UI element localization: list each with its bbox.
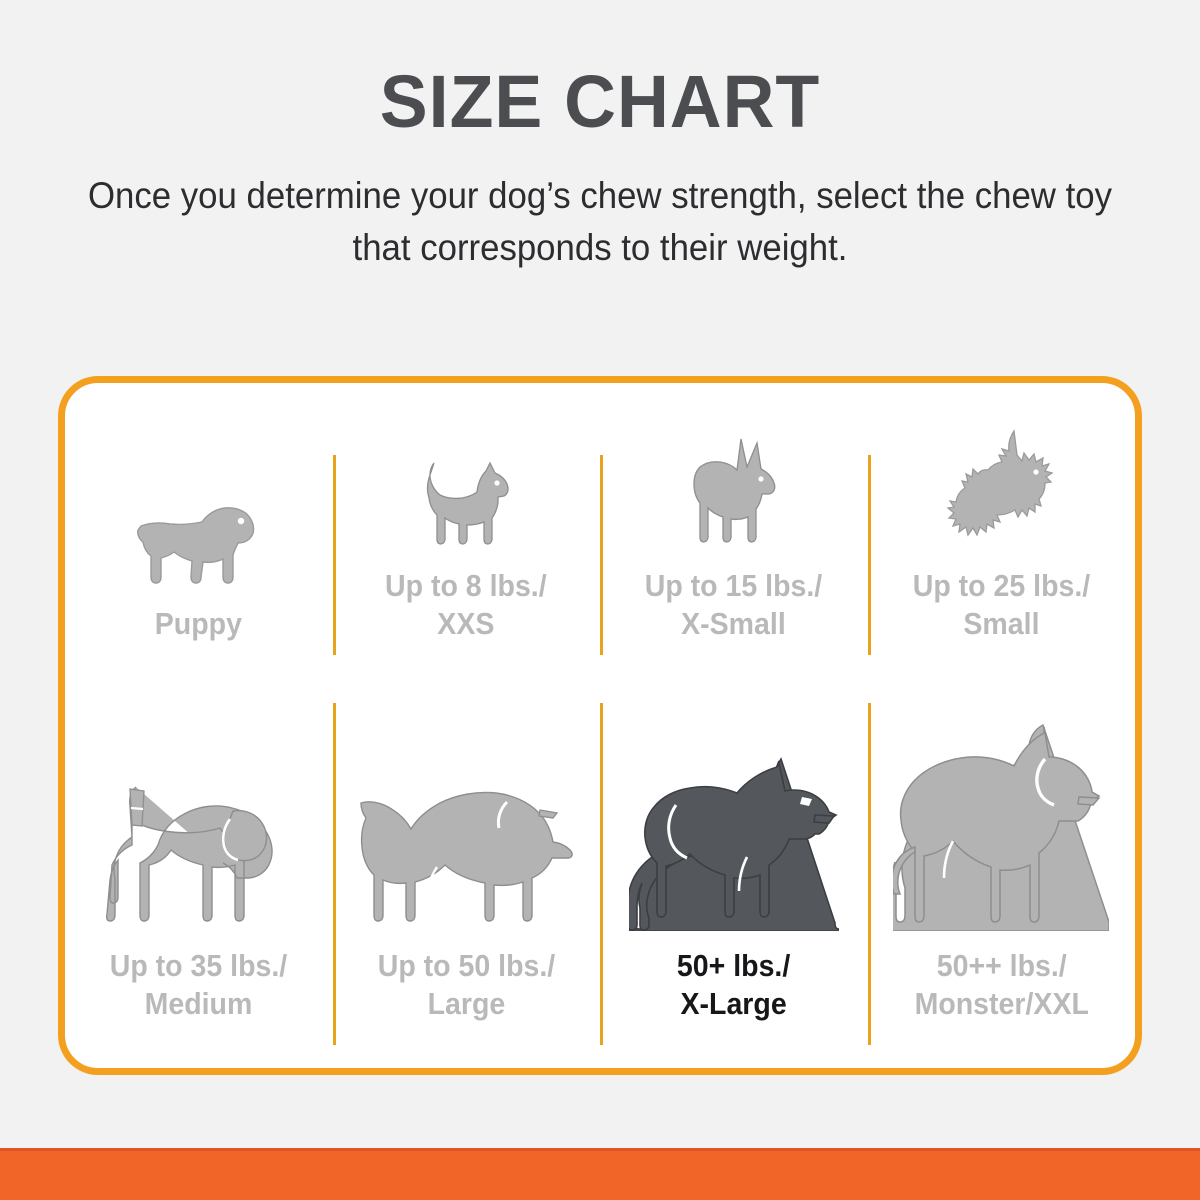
- size-grid: Puppy Up to 8 lbs./ XXS: [65, 383, 1135, 1068]
- size-cell-monster-xxl[interactable]: 50++ lbs./ Monster/XXL: [867, 661, 1136, 1075]
- size-cell-label: 50+ lbs./ X-Large: [677, 948, 791, 1021]
- size-cell-x-large[interactable]: 50+ lbs./ X-Large: [600, 661, 868, 1075]
- size-cell-large[interactable]: Up to 50 lbs./ Large: [332, 661, 601, 1075]
- header: SIZE CHART Once you determine your dog’s…: [0, 0, 1200, 274]
- labrador-dog-icon: [357, 769, 575, 931]
- size-cell-label: Puppy: [155, 606, 243, 641]
- chihuahua-dog-icon: [418, 451, 514, 551]
- puppy-dog-icon: [136, 493, 261, 589]
- bottom-accent-bar-topline: [0, 1148, 1200, 1151]
- size-cell-medium[interactable]: Up to 35 lbs./ Medium: [65, 661, 333, 1075]
- size-cell-xxs[interactable]: Up to 8 lbs./ XXS: [332, 383, 601, 661]
- page-title: SIZE CHART: [379, 60, 821, 143]
- size-cell-label: Up to 50 lbs./ Large: [377, 948, 555, 1021]
- size-cell-label: 50++ lbs./ Monster/XXL: [914, 948, 1089, 1021]
- bottom-accent-bar: [0, 1148, 1200, 1200]
- size-chart-card: Puppy Up to 8 lbs./ XXS: [58, 376, 1142, 1075]
- size-cell-label: Up to 15 lbs./ X-Small: [644, 568, 823, 641]
- size-cell-label: Up to 8 lbs./ XXS: [385, 568, 548, 641]
- page-subtitle: Once you determine your dog’s chew stren…: [87, 175, 1112, 268]
- size-cell-small[interactable]: Up to 25 lbs./ Small: [867, 383, 1136, 661]
- beagle-dog-icon: [105, 779, 292, 931]
- yorkshire-terrier-dog-icon: [938, 425, 1064, 551]
- min-pin-dog-icon: [679, 433, 789, 551]
- german-shepherd-dog-icon: [628, 753, 839, 931]
- size-cell-puppy[interactable]: Puppy: [65, 383, 333, 661]
- size-grid-row: Up to 35 lbs./ Medium Up to 50 lbs./ Lar…: [65, 661, 1135, 1075]
- great-dane-dog-icon: [893, 719, 1110, 931]
- size-cell-label: Up to 35 lbs./ Medium: [109, 948, 288, 1021]
- size-cell-x-small[interactable]: Up to 15 lbs./ X-Small: [600, 383, 868, 661]
- size-cell-label: Up to 25 lbs./ Small: [912, 568, 1090, 641]
- size-grid-row: Puppy Up to 8 lbs./ XXS: [65, 383, 1135, 661]
